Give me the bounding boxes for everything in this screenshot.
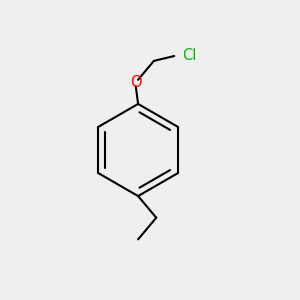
Text: O: O [130,75,142,90]
Text: Cl: Cl [182,49,196,64]
